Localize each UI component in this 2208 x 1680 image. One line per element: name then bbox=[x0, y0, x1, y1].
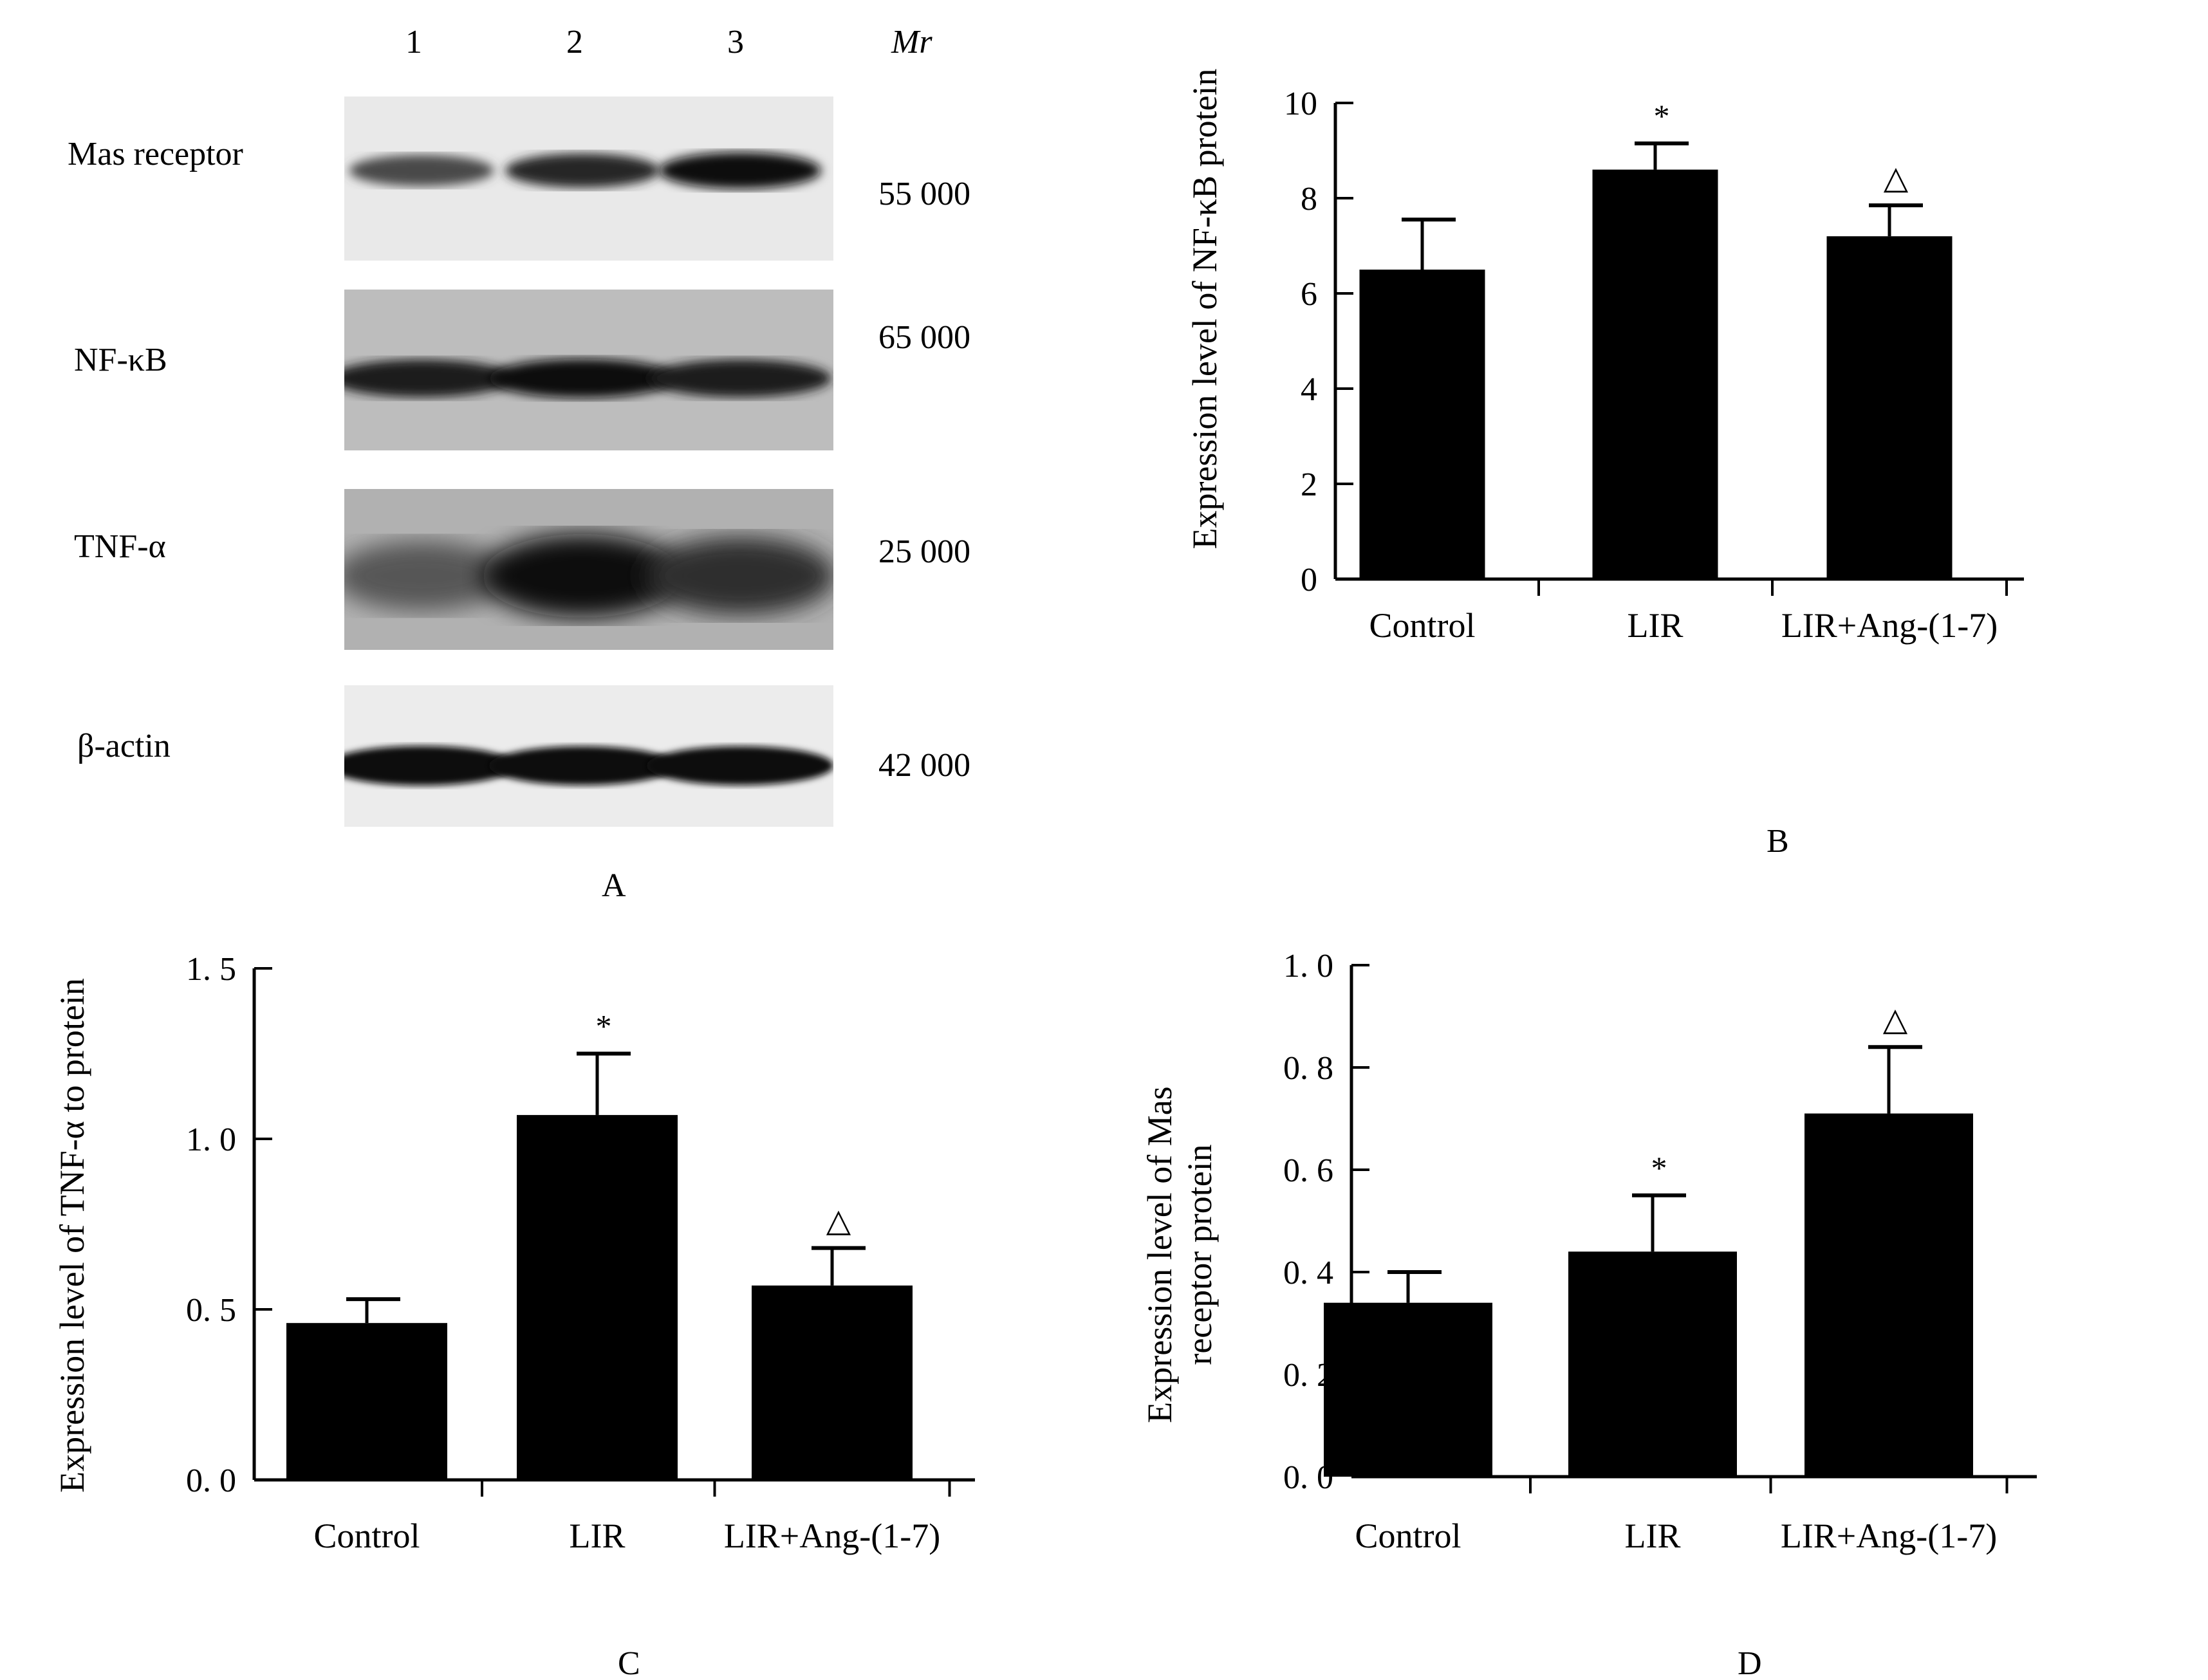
lane-label-3: 3 bbox=[727, 24, 744, 60]
panel-label-b: B bbox=[1767, 823, 1789, 860]
category-label: LIR+Ang-(1-7) bbox=[724, 1517, 940, 1555]
lane-label-2: 2 bbox=[566, 24, 583, 60]
chart-b: 0 2 4 6 8 10 Control * LIR △ LIR+Ang-(1-7) Expressi… bbox=[1185, 68, 2024, 645]
blot-band-mas-lane-3 bbox=[659, 152, 821, 189]
blot-band-nfkb-lane-2 bbox=[488, 358, 676, 398]
significance-marker: △ bbox=[826, 1203, 851, 1239]
y-tick-label: 1. 0 bbox=[186, 1122, 236, 1158]
bar-d-1 bbox=[1324, 1302, 1492, 1477]
panel-label-d: D bbox=[1738, 1645, 1762, 1680]
y-tick-label: 2 bbox=[1301, 466, 1317, 503]
blot-band-actin-lane-3 bbox=[646, 746, 833, 786]
bar-c-2 bbox=[517, 1114, 678, 1480]
bar-b-3 bbox=[1826, 236, 1953, 579]
blot-row-label-tnf: TNF-α bbox=[74, 528, 166, 565]
blot-image bbox=[344, 97, 833, 827]
significance-marker: △ bbox=[1884, 160, 1909, 196]
significance-marker: △ bbox=[1883, 1001, 1908, 1037]
blot-band-mas-lane-2 bbox=[505, 153, 660, 188]
mr-label: Mr bbox=[891, 24, 932, 60]
blot-band-tnf-lane-2 bbox=[482, 534, 683, 618]
blot-band-actin-lane-1 bbox=[344, 746, 516, 786]
blot-band-tnf-lane-3 bbox=[644, 537, 833, 615]
chart-d-plot: 0. 00. 20. 40. 60. 81. 0Control*LIR△LIR+… bbox=[1140, 948, 2037, 1555]
category-label: LIR bbox=[1628, 606, 1684, 645]
y-tick-label: 0. 5 bbox=[186, 1292, 236, 1329]
y-tick-label: 0. 0 bbox=[186, 1463, 236, 1499]
y-tick-label: 10 bbox=[1284, 86, 1317, 122]
chart-c-plot: 0. 0 0. 5 1. 0 1. 5 Control * LIR △ LIR+Ang-(1-7… bbox=[53, 951, 975, 1555]
chart-c: 0. 0 0. 5 1. 0 1. 5 Control * LIR △ LIR+Ang-(1-7… bbox=[53, 951, 975, 1555]
bar-b-2 bbox=[1592, 169, 1718, 580]
chart-b-plot: 0 2 4 6 8 10 Control * LIR △ LIR+Ang-(1-7) Expressi… bbox=[1185, 68, 2024, 645]
blot-band-nfkb-lane-3 bbox=[649, 359, 831, 398]
bar-d-3 bbox=[1804, 1113, 1973, 1477]
blot-mw-mas: 55 000 bbox=[878, 176, 970, 212]
bar-b-1 bbox=[1359, 270, 1485, 579]
lane-label-1: 1 bbox=[405, 24, 422, 60]
y-tick-label: 0 bbox=[1301, 562, 1317, 598]
y-tick-label: 0. 4 bbox=[1283, 1255, 1333, 1291]
bar-c-3 bbox=[752, 1285, 913, 1480]
panel-label-a: A bbox=[602, 867, 626, 904]
y-tick-label: 0. 6 bbox=[1283, 1152, 1333, 1189]
category-label: Control bbox=[1355, 1517, 1461, 1555]
y-axis-label: Expression level of TNF-α to protein bbox=[53, 978, 91, 1493]
significance-marker: * bbox=[596, 1008, 612, 1044]
panel-label-c: C bbox=[618, 1645, 640, 1680]
blot-mw-tnf: 25 000 bbox=[878, 533, 970, 570]
y-axis-label: Expression level of Mas bbox=[1140, 1086, 1179, 1423]
chart-d: 0. 00. 20. 40. 60. 81. 0Control*LIR△LIR+… bbox=[1140, 948, 2037, 1555]
y-tick-label: 8 bbox=[1301, 181, 1317, 217]
category-label: Control bbox=[313, 1517, 420, 1555]
y-tick-label: 0. 8 bbox=[1283, 1050, 1333, 1087]
bar-c-1 bbox=[286, 1323, 447, 1480]
blot-row-label-nfkb: NF-κB bbox=[74, 342, 167, 378]
category-label: Control bbox=[1369, 606, 1475, 645]
category-label: LIR bbox=[1625, 1517, 1681, 1555]
blot-mw-nfkb: 65 000 bbox=[878, 319, 970, 356]
category-label: LIR+Ang-(1-7) bbox=[1781, 606, 1998, 645]
bar-d-2 bbox=[1568, 1251, 1737, 1477]
blot-band-actin-lane-2 bbox=[488, 746, 676, 786]
blot-mw-actin: 42 000 bbox=[878, 747, 970, 784]
y-tick-label: 4 bbox=[1301, 371, 1317, 408]
blot-row-label-mas: Mas receptor bbox=[68, 136, 243, 172]
category-label: LIR bbox=[570, 1517, 626, 1555]
blot-band-tnf-lane-1 bbox=[344, 540, 510, 611]
y-tick-label: 1. 5 bbox=[186, 951, 236, 988]
y-tick-label: 6 bbox=[1301, 276, 1317, 313]
blot-row-label-actin: β-actin bbox=[77, 728, 171, 764]
blot-band-mas-lane-1 bbox=[349, 154, 494, 187]
blot-band-nfkb-lane-1 bbox=[344, 359, 513, 398]
significance-marker: * bbox=[1654, 98, 1670, 134]
y-tick-label: 1. 0 bbox=[1283, 948, 1333, 984]
y-axis-label: Expression level of NF-κB protein bbox=[1185, 68, 1224, 549]
significance-marker: * bbox=[1651, 1150, 1667, 1186]
category-label: LIR+Ang-(1-7) bbox=[1781, 1517, 1997, 1555]
y-axis-label-line2: receptor protein bbox=[1180, 1144, 1219, 1365]
